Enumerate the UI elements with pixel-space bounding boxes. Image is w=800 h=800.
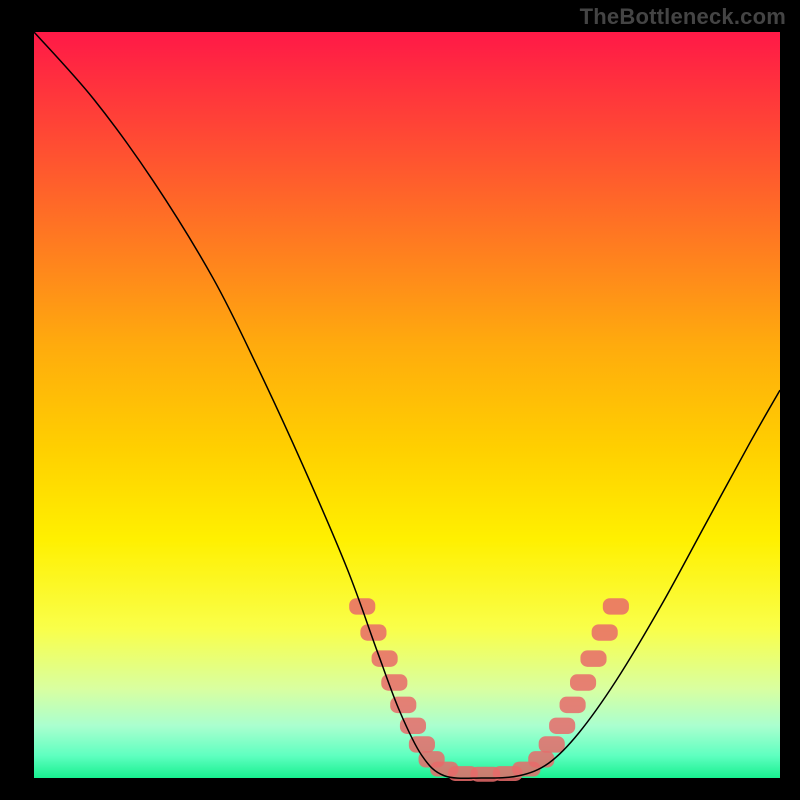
marker-pill — [549, 718, 575, 734]
marker-pill — [560, 697, 586, 713]
marker-pill — [381, 674, 407, 690]
chart-frame: TheBottleneck.com — [0, 0, 800, 800]
marker-pill — [570, 674, 596, 690]
watermark-text: TheBottleneck.com — [580, 4, 786, 30]
marker-pill — [349, 598, 375, 614]
marker-pill — [539, 736, 565, 752]
plot-area — [34, 32, 780, 778]
marker-pill — [372, 650, 398, 666]
marker-pill — [580, 650, 606, 666]
marker-pill — [360, 624, 386, 640]
marker-pill — [603, 598, 629, 614]
marker-pill — [528, 751, 554, 767]
bottleneck-chart — [0, 0, 800, 800]
marker-pill — [592, 624, 618, 640]
